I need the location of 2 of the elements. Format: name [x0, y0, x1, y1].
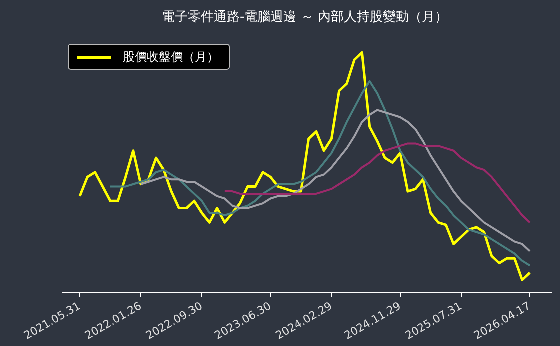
legend-label: 股價收盤價（月）: [123, 49, 219, 66]
chart-title: 電子零件通路-電腦週邊 ～ 內部人持股變動（月）: [162, 10, 448, 26]
